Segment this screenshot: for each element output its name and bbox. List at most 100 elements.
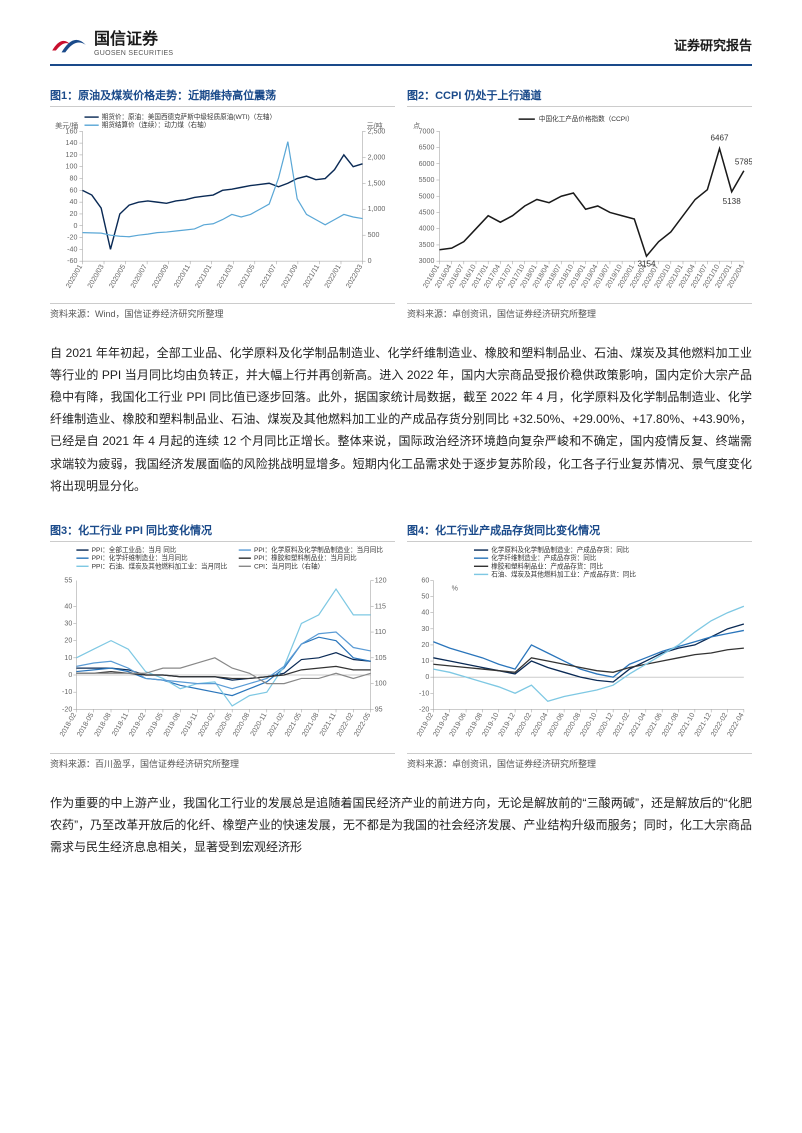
svg-text:100: 100 (66, 163, 78, 171)
svg-text:40: 40 (421, 609, 429, 617)
figure-4-chart: 化学原料及化学制品制造业：产成品存货：同比化学纤维制造业：产成品存货：同比橡胶和… (407, 546, 752, 744)
svg-text:CPI：当月同比（右轴）: CPI：当月同比（右轴） (254, 561, 324, 570)
svg-text:60: 60 (421, 576, 429, 584)
figure-3: 图3：化工行业 PPI 同比变化情况 PPI：全部工业品：当月 同比PPI：化学… (50, 519, 395, 770)
svg-text:-10: -10 (419, 689, 429, 697)
svg-text:元/吨: 元/吨 (367, 121, 383, 130)
svg-text:3000: 3000 (419, 257, 435, 265)
svg-text:4000: 4000 (419, 225, 435, 233)
svg-text:20: 20 (421, 641, 429, 649)
svg-text:2022/03: 2022/03 (345, 263, 365, 289)
svg-text:1,500: 1,500 (368, 179, 386, 187)
svg-text:6000: 6000 (419, 160, 435, 168)
svg-text:10: 10 (421, 657, 429, 665)
svg-text:95: 95 (375, 705, 383, 713)
svg-text:-10: -10 (62, 688, 72, 696)
svg-text:3154: 3154 (637, 259, 656, 268)
svg-text:2020/11: 2020/11 (172, 263, 192, 289)
charts-row-2: 图3：化工行业 PPI 同比变化情况 PPI：全部工业品：当月 同比PPI：化学… (50, 519, 752, 770)
svg-text:2021/01: 2021/01 (194, 263, 214, 289)
svg-text:50: 50 (421, 593, 429, 601)
svg-text:3500: 3500 (419, 241, 435, 249)
svg-text:2021/11: 2021/11 (302, 263, 322, 289)
svg-text:PPI：石油、煤炭及其他燃料加工业：当月同比: PPI：石油、煤炭及其他燃料加工业：当月同比 (92, 561, 228, 570)
svg-text:2021/07: 2021/07 (258, 263, 278, 289)
svg-text:120: 120 (66, 151, 78, 159)
svg-text:105: 105 (375, 654, 387, 662)
body-paragraph-1: 自 2021 年年初起，全部工业品、化学原料及化学制品制造业、化学纤维制造业、橡… (50, 342, 752, 497)
figure-3-source: 资料来源：百川盈孚，国信证券经济研究所整理 (50, 753, 395, 770)
svg-text:4500: 4500 (419, 208, 435, 216)
svg-text:55: 55 (64, 576, 72, 584)
svg-text:2021/05: 2021/05 (237, 263, 257, 289)
svg-text:115: 115 (375, 602, 386, 610)
svg-text:期货价：原油：美国西德克萨斯中级轻质原油(WTI)（左轴）: 期货价：原油：美国西德克萨斯中级轻质原油(WTI)（左轴） (102, 112, 276, 121)
svg-text:PPI：化学纤维制造业：当月同比: PPI：化学纤维制造业：当月同比 (92, 553, 189, 562)
figure-1-title: 图1：原油及煤炭价格走势：近期维持高位震荡 (50, 84, 395, 107)
company-name-en: GUOSEN SECURITIES (94, 50, 173, 57)
svg-text:2022-05: 2022-05 (352, 711, 372, 738)
svg-text:60: 60 (70, 186, 78, 194)
svg-text:500: 500 (368, 231, 380, 239)
svg-text:-20: -20 (67, 234, 77, 242)
company-logo-icon (50, 30, 88, 58)
svg-text:110: 110 (375, 628, 386, 636)
svg-text:100: 100 (375, 680, 387, 688)
svg-text:橡胶和塑料制品业：产成品存货：同比: 橡胶和塑料制品业：产成品存货：同比 (491, 561, 603, 570)
svg-text:2020/09: 2020/09 (151, 263, 171, 289)
svg-text:化学纤维制造业：产成品存货：同比: 化学纤维制造业：产成品存货：同比 (491, 553, 597, 562)
report-type: 证券研究报告 (674, 35, 752, 54)
figure-2-source: 资料来源：卓创资讯，国信证券经济研究所整理 (407, 303, 752, 320)
charts-row-1: 图1：原油及煤炭价格走势：近期维持高位震荡 期货价：原油：美国西德克萨斯中级轻质… (50, 84, 752, 320)
body-paragraph-2: 作为重要的中上游产业，我国化工行业的发展总是追随着国民经济产业的前进方向，无论是… (50, 792, 752, 859)
figure-1-source: 资料来源：Wind，国信证券经济研究所整理 (50, 303, 395, 320)
svg-text:0: 0 (425, 673, 429, 681)
svg-text:期货结算价（连续）：动力煤（右轴）: 期货结算价（连续）：动力煤（右轴） (102, 120, 211, 129)
svg-text:6500: 6500 (419, 144, 435, 152)
svg-text:80: 80 (70, 175, 78, 183)
svg-text:30: 30 (421, 625, 429, 633)
svg-text:1,000: 1,000 (368, 205, 386, 213)
svg-text:6467: 6467 (711, 133, 730, 142)
svg-text:5000: 5000 (419, 192, 435, 200)
svg-text:石油、煤炭及其他燃料加工业：产成品存货：同比: 石油、煤炭及其他燃料加工业：产成品存货：同比 (491, 569, 636, 578)
svg-text:2021/09: 2021/09 (280, 263, 300, 289)
svg-text:30: 30 (64, 619, 72, 627)
svg-text:2020/03: 2020/03 (86, 263, 106, 289)
svg-text:120: 120 (375, 576, 387, 584)
svg-text:10: 10 (64, 654, 72, 662)
svg-text:-40: -40 (67, 245, 77, 253)
svg-text:140: 140 (66, 139, 78, 147)
figure-4-source: 资料来源：卓创资讯，国信证券经济研究所整理 (407, 753, 752, 770)
svg-text:7000: 7000 (419, 127, 435, 135)
svg-text:40: 40 (70, 198, 78, 206)
svg-text:20: 20 (64, 637, 72, 645)
svg-text:%: % (452, 585, 459, 593)
logo-block: 国信证券 GUOSEN SECURITIES (50, 30, 173, 58)
svg-text:2020/05: 2020/05 (108, 263, 128, 289)
svg-text:0: 0 (68, 671, 72, 679)
svg-text:PPI：橡胶和塑料制品业：当月同比: PPI：橡胶和塑料制品业：当月同比 (254, 553, 357, 562)
svg-text:2022/01: 2022/01 (323, 263, 343, 289)
svg-text:2,000: 2,000 (368, 153, 386, 161)
svg-text:2020/07: 2020/07 (129, 263, 149, 289)
svg-text:5138: 5138 (723, 197, 742, 206)
svg-text:0: 0 (368, 257, 372, 265)
figure-4: 图4：化工行业产成品存货同比变化情况 化学原料及化学制品制造业：产成品存货：同比… (407, 519, 752, 770)
svg-text:20: 20 (70, 210, 78, 218)
company-name-cn: 国信证券 (94, 32, 173, 48)
figure-1-chart: 期货价：原油：美国西德克萨斯中级轻质原油(WTI)（左轴）期货结算价（连续）：动… (50, 111, 395, 294)
figure-2-chart: 中国化工产品价格指数（CCPI）点30003500400045005000550… (407, 111, 752, 294)
svg-text:PPI：化学原料及化学制品制造业：当月同比: PPI：化学原料及化学制品制造业：当月同比 (254, 546, 383, 554)
svg-text:美元/桶: 美元/桶 (55, 121, 78, 130)
figure-3-chart: PPI：全部工业品：当月 同比PPI：化学纤维制造业：当月同比PPI：石油、煤炭… (50, 546, 395, 744)
svg-text:中国化工产品价格指数（CCPI）: 中国化工产品价格指数（CCPI） (539, 114, 634, 123)
svg-text:5500: 5500 (419, 176, 435, 184)
page-header: 国信证券 GUOSEN SECURITIES 证券研究报告 (50, 30, 752, 66)
svg-text:化学原料及化学制品制造业：产成品存货：同比: 化学原料及化学制品制造业：产成品存货：同比 (491, 546, 630, 554)
figure-2: 图2：CCPI 仍处于上行通道 中国化工产品价格指数（CCPI）点3000350… (407, 84, 752, 320)
svg-text:5785: 5785 (735, 158, 752, 167)
figure-3-title: 图3：化工行业 PPI 同比变化情况 (50, 519, 395, 542)
figure-4-title: 图4：化工行业产成品存货同比变化情况 (407, 519, 752, 542)
svg-text:40: 40 (64, 602, 72, 610)
